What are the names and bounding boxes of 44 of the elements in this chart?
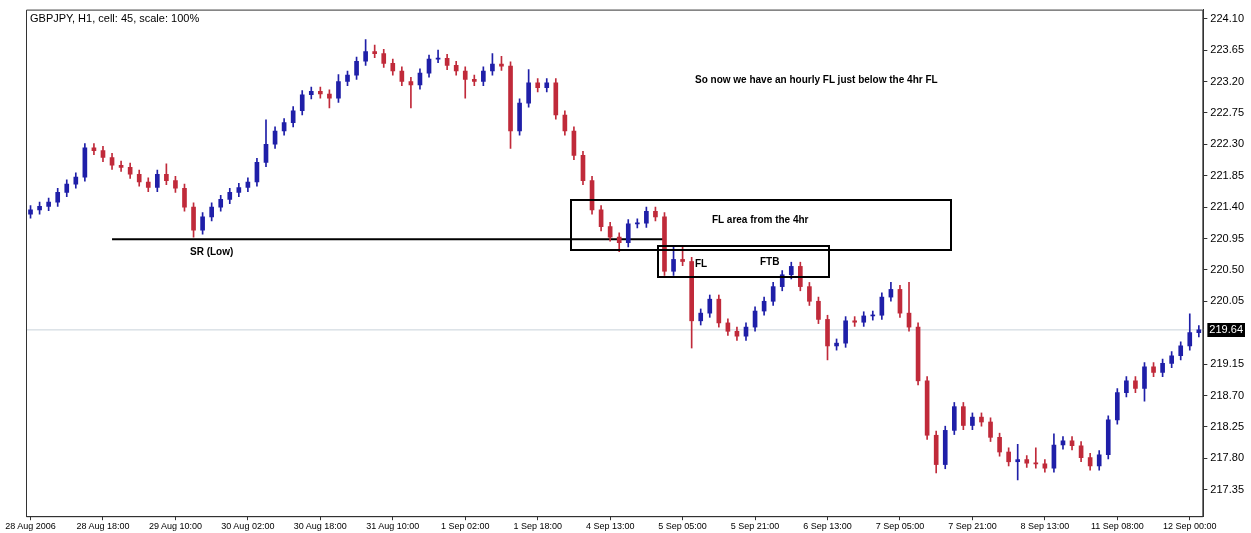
x-tick-label: 28 Aug 2006 (5, 521, 56, 532)
y-tick-label: 217.35 (1210, 482, 1245, 495)
x-tick-label: 1 Sep 18:00 (513, 521, 562, 532)
x-tick-label: 7 Sep 05:00 (875, 521, 925, 532)
y-tick-label: 220.05 (1210, 294, 1245, 307)
y-tick-label: 220.50 (1210, 262, 1245, 275)
y-tick-label: 223.20 (1210, 74, 1245, 87)
y-tick-label: 218.25 (1210, 419, 1245, 432)
x-tick-label: 31 Aug 10:00 (366, 521, 420, 532)
y-tick-label: 217.80 (1210, 451, 1245, 464)
chart-title: GBPJPY, H1, cell: 45, scale: 100% (30, 12, 200, 25)
x-tick-label: 6 Sep 13:00 (803, 521, 852, 532)
y-tick-label: 224.10 (1210, 11, 1245, 24)
candlestick (1196, 325, 1202, 338)
annotation: FL (695, 258, 708, 269)
x-tick-label: 28 Aug 18:00 (76, 521, 130, 532)
y-tick-label: 222.30 (1210, 137, 1245, 150)
y-tick-label: 220.95 (1210, 231, 1245, 244)
y-tick-label: 221.85 (1210, 168, 1245, 181)
x-tick-label: 1 Sep 02:00 (440, 521, 490, 532)
candlestick (1015, 444, 1021, 481)
annotation: FL area from the 4hr (712, 214, 809, 225)
x-tick-label: 5 Sep 21:00 (730, 521, 780, 532)
x-tick-label: 12 Sep 00:00 (1162, 521, 1217, 532)
x-tick-label: 5 Sep 05:00 (658, 521, 707, 532)
ref-line-label: 219.64 (1209, 322, 1244, 335)
y-tick-label: 218.70 (1210, 388, 1245, 401)
annotation: So now we have an hourly FL just below the 4hr FL (695, 74, 938, 85)
x-tick-label: 30 Aug 18:00 (293, 521, 347, 532)
x-tick-label: 4 Sep 13:00 (585, 521, 635, 532)
x-tick-label: 30 Aug 02:00 (221, 521, 275, 532)
candlestick (462, 66, 468, 99)
y-tick-label: 221.40 (1210, 200, 1245, 213)
x-tick-label: 29 Aug 10:00 (148, 521, 202, 532)
x-tick-label: 11 Sep 08:00 (1090, 521, 1144, 532)
x-tick-label: 8 Sep 13:00 (1020, 521, 1070, 532)
y-tick-label: 223.65 (1210, 43, 1245, 56)
y-tick-label: 222.75 (1210, 105, 1245, 118)
annotation: FTB (760, 256, 780, 267)
x-tick-label: 7 Sep 21:00 (948, 521, 997, 532)
annotation: SR (Low) (190, 246, 234, 257)
candlestick (852, 316, 858, 327)
candlestick (372, 44, 378, 59)
y-tick-label: 219.15 (1210, 357, 1245, 370)
